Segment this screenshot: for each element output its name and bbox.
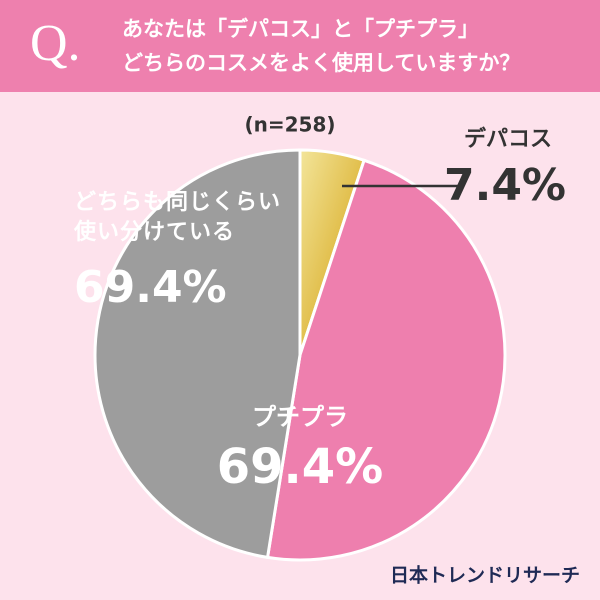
slice-value: 69.4%: [217, 439, 384, 495]
pie-slice: [93, 148, 302, 560]
source-logo: 日本トレンドリサーチ: [390, 564, 580, 587]
question-line: あなたは「デパコス」と「プチプラ」: [122, 17, 479, 41]
pie-slice: [265, 158, 507, 562]
slice-label-box: どちらも同じくらい使い分けている: [74, 190, 282, 245]
slice-label: どちらも同じくらい使い分けている: [74, 190, 282, 245]
sample-size: (n=258): [244, 113, 335, 137]
slice-label: デパコス: [464, 126, 552, 152]
slice-value: 7.4%: [444, 160, 566, 211]
question-mark: Q.: [30, 15, 81, 72]
slice-value: 69.4%: [74, 262, 227, 313]
header-band: [0, 0, 600, 92]
question-line: どちらのコスメをよく使用していますか？: [122, 51, 520, 75]
slice-label: プチプラ: [252, 403, 348, 431]
